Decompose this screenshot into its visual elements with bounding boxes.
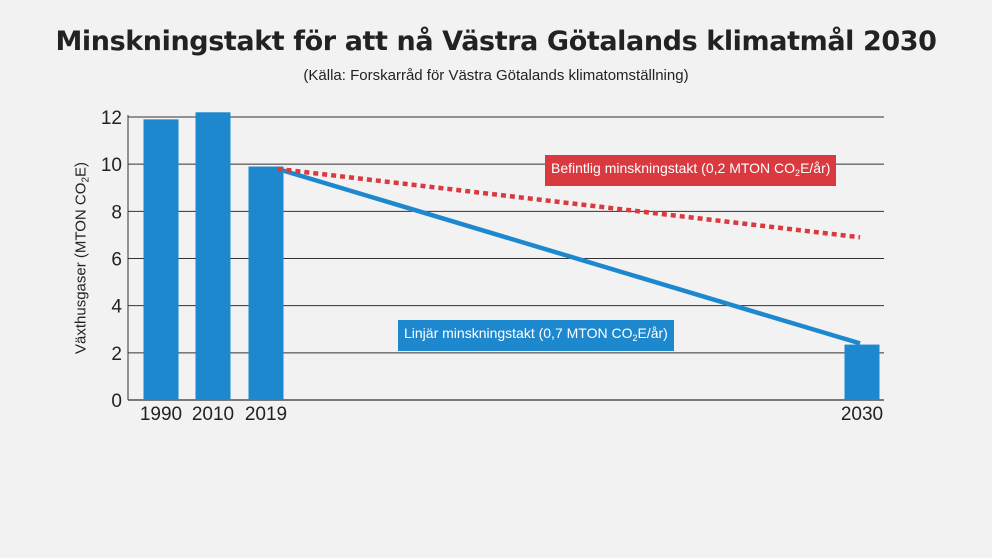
y-tick-label: 4 (111, 297, 122, 318)
y-tick-label: 2 (111, 344, 122, 365)
linear-rate-line (276, 166, 861, 346)
bar-2019 (248, 166, 284, 400)
y-tick-label: 12 (101, 108, 122, 129)
y-tick-label: 0 (111, 391, 122, 412)
bar-2030 (844, 344, 880, 400)
bar-1990 (143, 119, 179, 400)
linear-rate-subscript: 2 (632, 333, 638, 343)
y-tick-label: 10 (101, 155, 122, 176)
x-tick-label: 1990 (140, 404, 182, 425)
chart-title: Minskningstakt för att nå Västra Götalan… (55, 26, 937, 57)
x-tick-label: 2019 (245, 404, 287, 425)
current-rate-callout: Befintlig minskningstakt (0,2 MTON CO2E/… (545, 155, 837, 186)
linear-rate-prefix: Linjär minskningstakt (0,7 MTON CO (404, 325, 633, 341)
chart-subtitle: (Källa: Forskarråd för Västra Götalands … (303, 67, 689, 84)
current-rate-subscript: 2 (795, 168, 801, 178)
y-tick-label: 8 (111, 202, 122, 223)
current-rate-prefix: Befintlig minskningstakt (0,2 MTON CO (551, 160, 796, 176)
x-tick-label: 2030 (841, 404, 883, 425)
bar-2010 (195, 112, 231, 401)
current-rate-line (277, 166, 861, 240)
linear-rate-callout: Linjär minskningstakt (0,7 MTON CO2E/år) (398, 320, 674, 351)
linear-rate-suffix: E/år) (637, 325, 668, 341)
current-rate-suffix: E/år) (800, 160, 831, 176)
x-tick-label: 2010 (192, 404, 234, 425)
y-tick-label: 6 (111, 250, 122, 271)
